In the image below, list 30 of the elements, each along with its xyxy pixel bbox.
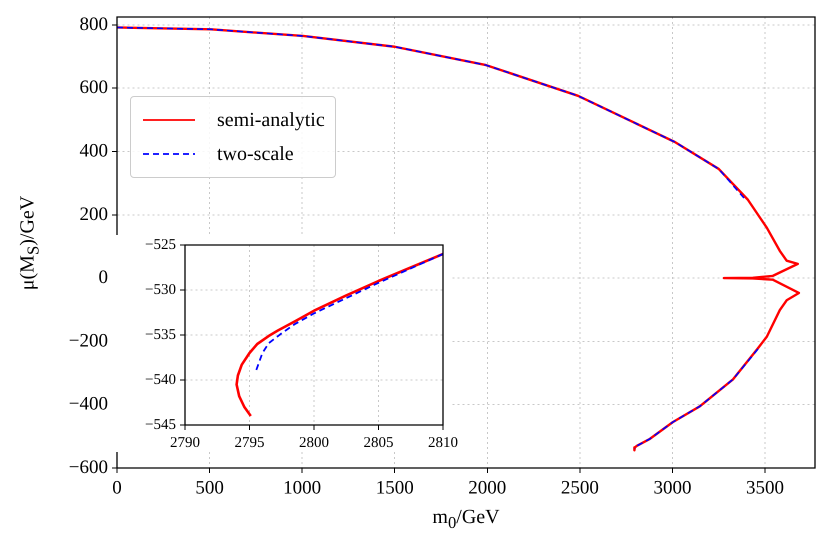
x-tick-label: 2805 [364,434,394,451]
y-tick-label: 800 [80,14,108,35]
y-tick-label: −200 [68,330,108,352]
x-tick-label: 1500 [376,477,414,498]
y-tick-label: 600 [80,77,108,98]
x-tick-label: 2500 [560,477,599,498]
x-tick-label: 0 [112,477,122,498]
x-tick-label: 2795 [234,434,264,451]
x-tick-label: 3500 [746,477,784,498]
x-tick-label: 3000 [653,477,692,498]
y-tick-label: −525 [145,236,176,253]
y-tick-label: 0 [98,267,108,288]
x-axis-title: m$_{0}$/GeV [431,506,501,533]
y-tick-label: −600 [68,456,108,478]
legend-label: semi-analytic [217,108,325,132]
x-tick-label: 2800 [299,434,329,451]
y-tick-label: −535 [145,326,176,343]
y-tick-label: −540 [145,372,176,388]
line-series [255,253,443,372]
y-tick-label: −400 [68,394,108,415]
y-tick-label: −545 [145,416,176,433]
x-tick-label: 1000 [283,477,322,498]
x-tick-label: 2790 [170,434,200,451]
y-tick-label: 400 [80,140,108,162]
legend-label: two-scale [217,142,294,166]
y-tick-label: 200 [80,204,108,225]
x-tick-label: 2000 [468,477,506,498]
y-tick-label: −530 [145,282,176,298]
x-tick-label: 2810 [428,434,458,451]
x-tick-label: 500 [195,477,224,498]
